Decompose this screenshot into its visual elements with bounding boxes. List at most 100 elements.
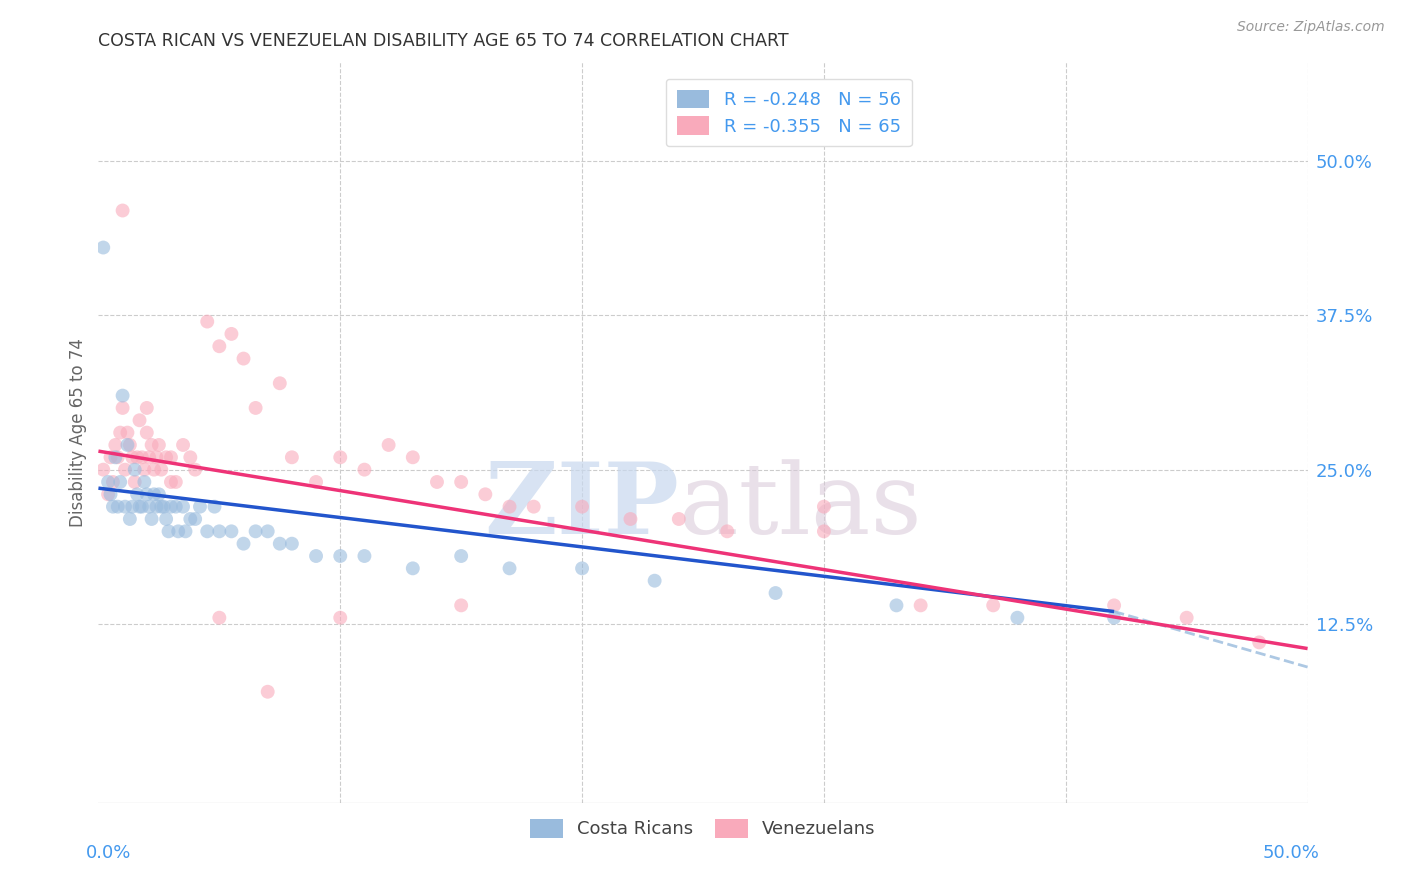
Point (377, 438, 399, 452)
Point (107, 450, 129, 465)
Point (256, 524, 278, 539)
Point (131, 450, 153, 465)
Point (127, 450, 149, 465)
Point (155, 450, 177, 465)
Point (195, 314, 218, 328)
Point (184, 512, 207, 526)
Point (118, 438, 141, 452)
Point (523, 500, 546, 514)
Point (104, 450, 127, 465)
Point (134, 475, 156, 489)
Point (208, 339, 231, 353)
Point (281, 536, 304, 550)
Point (128, 413, 150, 427)
Point (172, 438, 194, 452)
Point (143, 487, 166, 501)
Point (127, 487, 149, 501)
Point (97, 475, 120, 489)
Point (111, 389, 134, 403)
Point (143, 462, 166, 476)
Point (329, 450, 352, 465)
Point (188, 500, 211, 514)
Point (101, 475, 124, 489)
Point (1175, 610, 1198, 624)
Point (118, 512, 141, 526)
Point (498, 500, 520, 514)
Point (91, 240, 114, 255)
Point (100, 450, 122, 465)
Point (160, 475, 183, 489)
Point (138, 500, 160, 514)
Point (135, 401, 157, 415)
Point (619, 512, 641, 526)
Point (195, 524, 218, 539)
Point (160, 450, 183, 465)
Point (128, 500, 150, 514)
Point (174, 524, 197, 539)
Text: 50.0%: 50.0% (1263, 844, 1320, 862)
Text: COSTA RICAN VS VENEZUELAN DISABILITY AGE 65 TO 74 CORRELATION CHART: COSTA RICAN VS VENEZUELAN DISABILITY AGE… (98, 32, 789, 50)
Point (157, 524, 180, 539)
Point (221, 326, 243, 341)
Point (165, 500, 187, 514)
Point (329, 549, 352, 563)
Point (150, 462, 173, 476)
Point (135, 487, 157, 501)
Point (152, 500, 174, 514)
Text: Source: ZipAtlas.com: Source: ZipAtlas.com (1237, 20, 1385, 34)
Point (329, 610, 352, 624)
Point (1249, 635, 1271, 649)
Point (402, 561, 425, 575)
Point (571, 500, 593, 514)
Point (111, 401, 134, 415)
Point (124, 462, 146, 476)
Point (117, 425, 139, 440)
Point (716, 524, 738, 539)
Point (765, 586, 787, 600)
Point (204, 500, 226, 514)
Point (353, 462, 375, 476)
Point (165, 475, 187, 489)
Point (124, 475, 146, 489)
Point (138, 450, 160, 465)
Point (981, 599, 1004, 613)
Point (141, 438, 163, 452)
Point (1102, 610, 1125, 624)
Point (141, 512, 163, 526)
Point (104, 438, 127, 452)
Text: ZIP: ZIP (484, 458, 679, 555)
Point (269, 376, 291, 391)
Point (402, 450, 425, 465)
Point (498, 561, 520, 575)
Point (135, 425, 157, 440)
Point (245, 401, 267, 415)
Point (114, 462, 136, 476)
Point (107, 500, 129, 514)
Point (160, 500, 183, 514)
Point (426, 475, 449, 489)
Text: 0.0%: 0.0% (86, 844, 132, 862)
Point (167, 524, 190, 539)
Point (450, 475, 472, 489)
Point (101, 500, 124, 514)
Point (148, 487, 170, 501)
Point (97, 487, 120, 501)
Point (108, 475, 131, 489)
Point (813, 500, 835, 514)
Point (232, 536, 254, 550)
Point (114, 500, 136, 514)
Point (117, 438, 139, 452)
Point (111, 203, 134, 218)
Point (179, 512, 201, 526)
Point (108, 425, 131, 440)
Point (813, 524, 835, 539)
Point (134, 462, 156, 476)
Point (474, 487, 496, 501)
Point (179, 450, 201, 465)
Point (450, 549, 472, 563)
Point (121, 450, 143, 465)
Point (353, 549, 375, 563)
Point (100, 487, 122, 501)
Point (148, 438, 170, 452)
Point (245, 524, 267, 539)
